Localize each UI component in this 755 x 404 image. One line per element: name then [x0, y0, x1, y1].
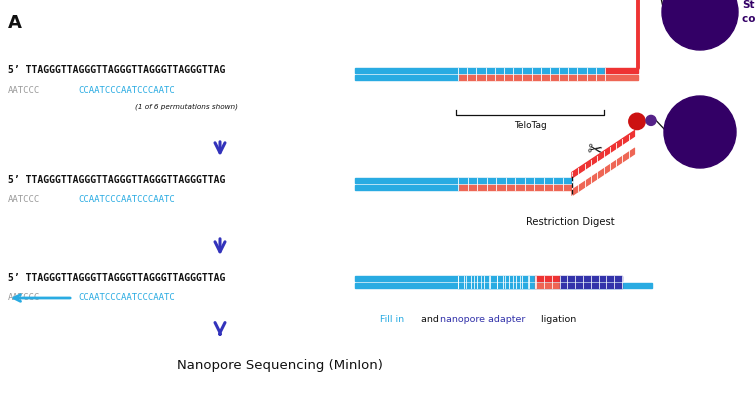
Circle shape: [662, 0, 738, 50]
Bar: [605, 68, 638, 74]
Bar: [355, 178, 458, 183]
Text: CCAATCCCAATCCCAATC: CCAATCCCAATCCCAATC: [78, 293, 174, 303]
Bar: [605, 75, 638, 80]
Bar: [458, 68, 605, 74]
Text: AATCCC: AATCCC: [8, 86, 40, 95]
Text: ✂: ✂: [585, 140, 603, 161]
Bar: [458, 276, 535, 282]
Bar: [355, 75, 458, 80]
Circle shape: [664, 96, 736, 168]
Bar: [535, 283, 560, 288]
Circle shape: [646, 116, 656, 125]
Text: Streptavidin
coated beads: Streptavidin coated beads: [742, 0, 755, 23]
Bar: [355, 68, 458, 74]
Bar: [355, 276, 458, 282]
Polygon shape: [572, 130, 635, 178]
Text: CCAATCCCAATCCCAATC: CCAATCCCAATCCCAATC: [78, 196, 174, 204]
Text: CCAATCCCAATCCCAATC: CCAATCCCAATCCCAATC: [78, 86, 174, 95]
Text: AATCCC: AATCCC: [8, 196, 40, 204]
Text: Nanopore Sequencing (MinIon): Nanopore Sequencing (MinIon): [177, 360, 383, 372]
Text: TeloTag: TeloTag: [513, 121, 547, 130]
Text: Fill in: Fill in: [380, 316, 404, 324]
Bar: [535, 276, 560, 282]
Bar: [458, 283, 535, 288]
Polygon shape: [572, 148, 635, 196]
Text: 5’ TTAGGGTTAGGGTTAGGGTTAGGGTTAGGGTTAG: 5’ TTAGGGTTAGGGTTAGGGTTAGGGTTAGGGTTAG: [8, 65, 226, 75]
Bar: [458, 178, 572, 183]
Text: and: and: [418, 316, 442, 324]
Bar: [355, 185, 458, 190]
Bar: [355, 283, 652, 288]
Text: ligation: ligation: [538, 316, 576, 324]
Text: Restriction Digest: Restriction Digest: [525, 217, 615, 227]
Bar: [560, 276, 622, 282]
Text: AATCCC: AATCCC: [8, 293, 40, 303]
Bar: [458, 185, 572, 190]
Text: nanopore adapter: nanopore adapter: [440, 316, 525, 324]
Text: 5’ TTAGGGTTAGGGTTAGGGTTAGGGTTAGGGTTAG: 5’ TTAGGGTTAGGGTTAGGGTTAGGGTTAGGGTTAG: [8, 175, 226, 185]
Text: A: A: [8, 14, 22, 32]
Bar: [560, 283, 622, 288]
Text: 5’ TTAGGGTTAGGGTTAGGGTTAGGGTTAGGGTTAG: 5’ TTAGGGTTAGGGTTAGGGTTAGGGTTAGGGTTAG: [8, 273, 226, 283]
Bar: [458, 75, 605, 80]
Text: (1 of 6 permutations shown): (1 of 6 permutations shown): [135, 104, 238, 110]
Circle shape: [629, 113, 646, 130]
